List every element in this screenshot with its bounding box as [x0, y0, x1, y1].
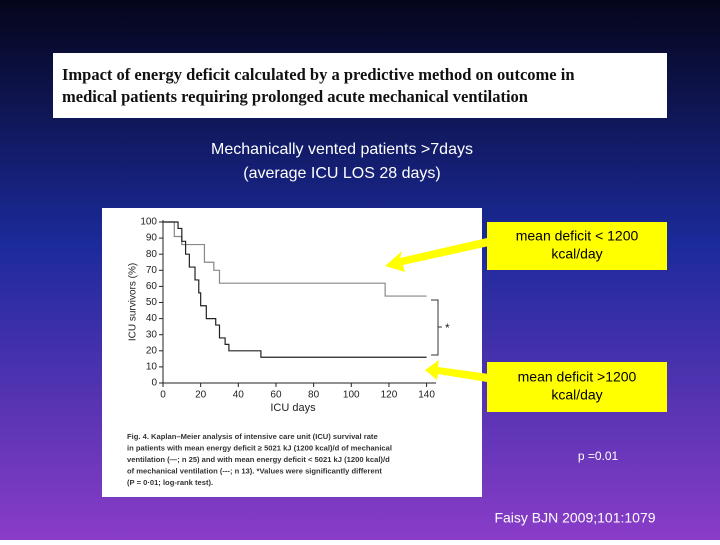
- citation: Faisy BJN 2009;101:1079: [494, 510, 655, 526]
- y-tick-label: 80: [146, 249, 158, 260]
- annotation: *: [445, 321, 450, 335]
- subtitle: (average ICU LOS 28 days): [243, 165, 440, 182]
- x-tick-label: 140: [418, 390, 435, 401]
- y-tick-label: 20: [146, 345, 158, 356]
- y-axis-label: ICU survivors (%): [128, 263, 139, 341]
- p-value: p =0.01: [578, 449, 619, 463]
- y-tick-label: 100: [140, 217, 157, 228]
- heading: Impact of energy deficit calculated by a…: [62, 65, 575, 84]
- survival-curve: [163, 221, 427, 297]
- x-tick-label: 120: [381, 390, 398, 401]
- x-tick-label: 0: [160, 390, 166, 401]
- y-tick-label: 40: [146, 313, 158, 324]
- callout-box: [487, 362, 667, 412]
- arrow: [425, 360, 489, 382]
- heading-box: [53, 53, 667, 118]
- arrow: [385, 238, 489, 272]
- y-tick-label: 10: [146, 362, 158, 373]
- x-axis-label: ICU days: [270, 402, 316, 414]
- x-tick-label: 100: [343, 390, 360, 401]
- subtitle: Mechanically vented patients >7days: [211, 141, 473, 158]
- callout: mean deficit >1200: [518, 369, 637, 385]
- figure-panel: [102, 208, 482, 497]
- y-tick-label: 60: [146, 281, 158, 292]
- caption: Fig. 4. Kaplan–Meier analysis of intensi…: [127, 432, 378, 441]
- x-tick-label: 40: [233, 390, 245, 401]
- plot: 0 10 20 30 40 50 60 70 80 90 100 0 20 40 60 80 100 120 140…: [127, 217, 450, 487]
- caption: ventilation (—; n 25) and with mean ener…: [127, 455, 390, 464]
- bracket: [431, 299, 442, 356]
- caption: (P = 0·01; log-rank test).: [127, 478, 213, 487]
- callout: kcal/day: [551, 246, 602, 262]
- y-tick-label: 70: [146, 265, 158, 276]
- callout: mean deficit < 1200: [516, 228, 639, 244]
- caption: in patients with mean energy deficit ≥ 5…: [127, 444, 392, 453]
- callout: kcal/day: [551, 387, 602, 403]
- x-tick-label: 20: [195, 390, 207, 401]
- y-tick-label: 50: [146, 297, 158, 308]
- heading: medical patients requiring prolonged acu…: [62, 87, 528, 106]
- callout-box: [487, 222, 667, 270]
- y-tick-label: 30: [146, 329, 158, 340]
- x-tick-label: 80: [308, 390, 320, 401]
- caption: of mechanical ventilation (---; n 13). *…: [127, 467, 382, 476]
- y-tick-label: 0: [151, 378, 157, 389]
- x-tick-label: 60: [270, 390, 282, 401]
- y-tick-label: 90: [146, 233, 158, 244]
- survival-curve: [163, 221, 427, 358]
